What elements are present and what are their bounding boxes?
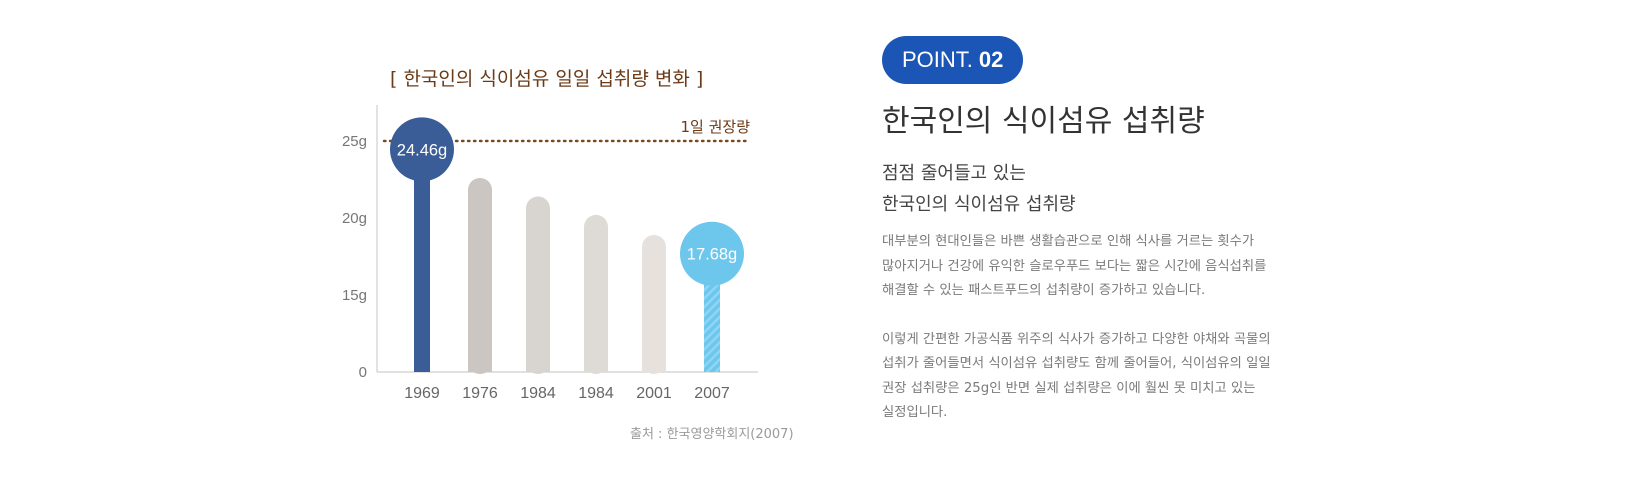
point-paragraph-1: 대부분의 현대인들은 바쁜 생활습관으로 인해 식사를 거르는 횟수가 많아지거…: [882, 234, 1267, 298]
x-tick-label: 1969: [404, 385, 440, 402]
bar: [468, 177, 492, 374]
bar-value-bubble: [680, 221, 744, 286]
bar: [642, 234, 666, 374]
y-tick-label: 20g: [342, 210, 367, 227]
point-body: 대부분의 현대인들은 바쁜 생활습관으로 인해 식사를 거르는 횟수가 많아지거…: [882, 230, 1332, 426]
y-tick-label: 25g: [342, 133, 367, 150]
bar-value-label: 24.46g: [397, 141, 447, 159]
point-subheading-line2: 한국인의 식이섬유 섭취량: [882, 194, 1076, 215]
point-paragraph-2: 이렇게 간편한 가공식품 위주의 식사가 증가하고 다양한 야채와 곡물의 섭취…: [882, 331, 1271, 421]
point-badge-label: POINT.: [902, 47, 973, 72]
y-tick-label: 15g: [342, 287, 367, 304]
fiber-intake-chart: [ 한국인의 식이섬유 일일 섭취량 변화 ] 0 15g 20g 25g 1일 권장량…: [340, 50, 810, 460]
reference-line-label: 1일 권장량: [680, 118, 750, 136]
chart-title: [ 한국인의 식이섬유 일일 섭취량 변화 ]: [390, 68, 704, 90]
bar: [414, 149, 430, 372]
chart-source: 출처 : 한국영양학회지(2007): [630, 427, 794, 442]
point-subheading-line1: 점점 줄어들고 있는: [882, 163, 1026, 184]
point-heading: 한국인의 식이섬유 섭취량: [882, 104, 1205, 139]
bar-value-label: 17.68g: [687, 246, 737, 264]
bar: [584, 214, 608, 374]
point-section: POINT. 02 한국인의 식이섬유 섭취량 점점 줄어들고 있는 한국인의 식…: [882, 36, 1332, 450]
bar-base: [584, 360, 608, 372]
bar-value-bubble: [390, 117, 454, 182]
bar-base: [468, 360, 492, 372]
bar-base: [526, 360, 550, 372]
x-tick-label: 1984: [520, 385, 556, 402]
chart-plot: 0 15g 20g 25g 1일 권장량 24.46g 1969 1976 1984 1984 20…: [342, 105, 758, 402]
point-badge-number: 02: [978, 47, 1004, 72]
bar-base: [642, 360, 666, 372]
bar: [526, 196, 550, 374]
x-tick-label: 1984: [578, 385, 614, 402]
point-subheading: 점점 줄어들고 있는 한국인의 식이섬유 섭취량: [882, 158, 1332, 220]
x-tick-label: 1976: [462, 385, 498, 402]
x-tick-label: 2001: [636, 385, 672, 402]
point-badge: POINT. 02: [882, 36, 1024, 84]
y-tick-label: 0: [359, 364, 367, 381]
x-tick-label: 2007: [694, 385, 730, 402]
